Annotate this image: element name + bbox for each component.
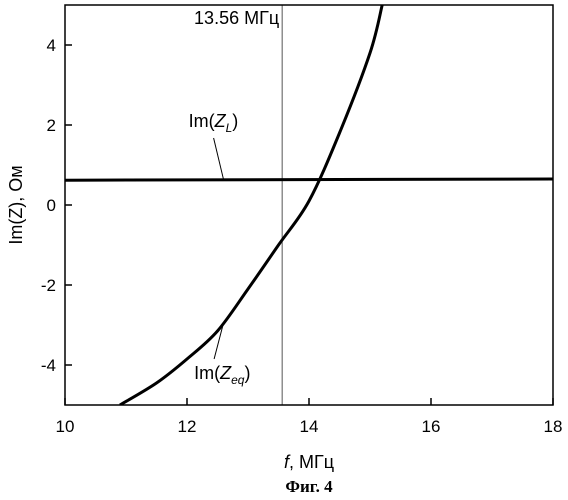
series-label-suffix: )	[244, 363, 250, 383]
y-tick-label-0: 0	[47, 196, 56, 215]
x-axis-label: f, МГц	[284, 452, 334, 472]
y-tick-label-4: 4	[47, 36, 56, 55]
x-tick-label-18: 18	[544, 417, 563, 436]
vline-label: 13.56 МГц	[194, 8, 279, 28]
leader-ZL	[214, 138, 224, 180]
plot-frame	[65, 5, 553, 405]
x-axis-label-unit: , МГц	[289, 452, 334, 472]
x-tick-label-12: 12	[178, 417, 197, 436]
series-label-suffix: )	[232, 111, 238, 131]
x-tick-label-16: 16	[422, 417, 441, 436]
figure-caption: Фиг. 4	[285, 477, 333, 496]
series-label-prefix: Im(	[189, 111, 215, 131]
series-label-Zeq: Im(Zeq)	[194, 363, 250, 387]
y-tick-label--2: -2	[41, 276, 56, 295]
y-tick-label-2: 2	[47, 116, 56, 135]
y-axis-label: Im(Z), Ом	[6, 165, 26, 244]
series-label-prefix: Im(	[194, 363, 220, 383]
y-tick-label--4: -4	[41, 356, 56, 375]
x-tick-label-14: 14	[300, 417, 319, 436]
series-label-ZL: Im(ZL)	[189, 111, 239, 135]
x-tick-label-10: 10	[56, 417, 75, 436]
series-line-Zeq	[120, 5, 382, 405]
series-label-sub: eq	[231, 373, 245, 387]
series-line-ZL	[65, 179, 553, 180]
series-label-sub: L	[226, 121, 233, 135]
